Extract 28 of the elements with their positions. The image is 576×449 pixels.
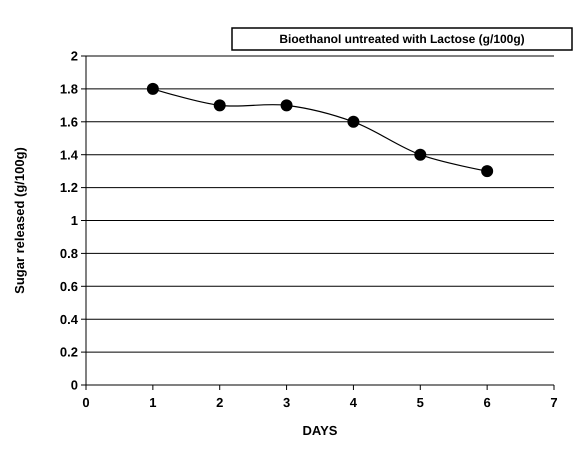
point — [347, 116, 360, 128]
x-tick-label: 1 — [149, 395, 156, 410]
x-tick-label: 2 — [216, 395, 224, 410]
x-tick-label: 7 — [550, 395, 558, 410]
y-tick-label: 0 — [70, 378, 78, 393]
y-tick-label: 0.8 — [60, 246, 78, 261]
y-tick-label: 1 — [70, 213, 78, 228]
y-tick-label: 0.6 — [60, 278, 78, 294]
y-tick-label: 1.8 — [60, 81, 78, 96]
point — [280, 99, 293, 112]
x-tick-label: 6 — [484, 395, 491, 410]
x-tick-label: 3 — [282, 395, 290, 410]
y-tick-label: 1.2 — [60, 180, 78, 196]
x-tick-label: 0 — [82, 395, 90, 410]
y-tick-label: 0.4 — [60, 312, 79, 327]
y-tick-label: 1.6 — [60, 114, 78, 130]
x-tick-label: 5 — [416, 395, 424, 410]
point — [146, 82, 159, 95]
y-tick-label: 2 — [70, 48, 78, 64]
x-tick-label: 4 — [350, 395, 358, 410]
text: Bioethanol untreated with Lactose (g/100g) — [279, 32, 525, 46]
point — [214, 99, 226, 112]
y-tick-label: 0.2 — [60, 344, 78, 360]
point — [481, 165, 494, 178]
y-axis-title: Sugar released (g/100g) — [12, 147, 27, 294]
y-tick-label: 1.4 — [60, 147, 79, 162]
x-axis-title: DAYS — [302, 423, 338, 438]
point — [414, 148, 426, 161]
